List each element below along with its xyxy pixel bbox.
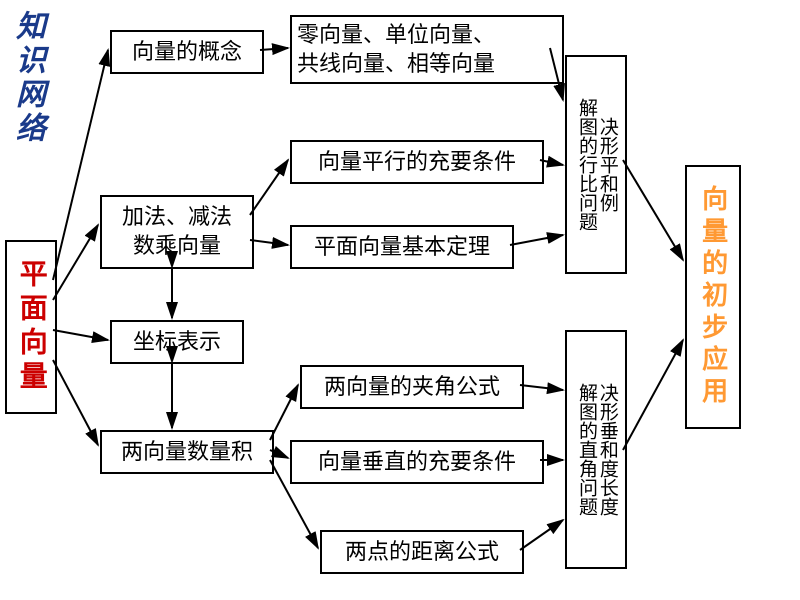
- mid-angle: 两向量的夹角公式: [300, 365, 524, 409]
- node-concept: 向量的概念: [110, 30, 264, 74]
- r1b-text: 决形平和例: [596, 98, 617, 231]
- arrows-layer: [0, 0, 800, 600]
- r2a-text: 解图的直角问题: [575, 383, 596, 516]
- n1-text: 向量的概念: [132, 38, 242, 67]
- mid-perp: 向量垂直的充要条件: [290, 440, 544, 484]
- result-parallel: 解图的行比问题 决形平和例: [565, 55, 627, 274]
- m5-text: 向量垂直的充要条件: [318, 448, 516, 477]
- mid-basic: 平面向量基本定理: [290, 225, 514, 269]
- final-text: 向量的初步应用: [697, 185, 728, 409]
- m1-text: 零向量、单位向量、 共线向量、相等向量: [297, 21, 495, 78]
- m6-text: 两点的距离公式: [345, 538, 499, 567]
- mid-dist: 两点的距离公式: [320, 530, 524, 574]
- node-ops: 加法、减法 数乘向量: [100, 195, 254, 269]
- final-box: 向量的初步应用: [685, 165, 741, 429]
- result-perp: 解图的直角问题 决形垂和度长度: [565, 330, 627, 569]
- m4-text: 两向量的夹角公式: [324, 373, 500, 402]
- mid-parallel: 向量平行的充要条件: [290, 140, 544, 184]
- n4-text: 两向量数量积: [121, 438, 253, 467]
- node-dot: 两向量数量积: [100, 430, 274, 474]
- r2b-text: 决形垂和度长度: [596, 383, 617, 516]
- mid-types: 零向量、单位向量、 共线向量、相等向量: [290, 15, 564, 84]
- m2-text: 向量平行的充要条件: [318, 148, 516, 177]
- m3-text: 平面向量基本定理: [314, 233, 490, 262]
- n2-text: 加法、减法 数乘向量: [122, 203, 232, 260]
- node-coord: 坐标表示: [110, 320, 244, 364]
- root-text: 平面向量: [14, 259, 48, 395]
- r1a-text: 解图的行比问题: [575, 98, 596, 231]
- root-box: 平面向量: [5, 240, 57, 414]
- title-label: 知识网络: [5, 10, 49, 146]
- n3-text: 坐标表示: [133, 328, 221, 357]
